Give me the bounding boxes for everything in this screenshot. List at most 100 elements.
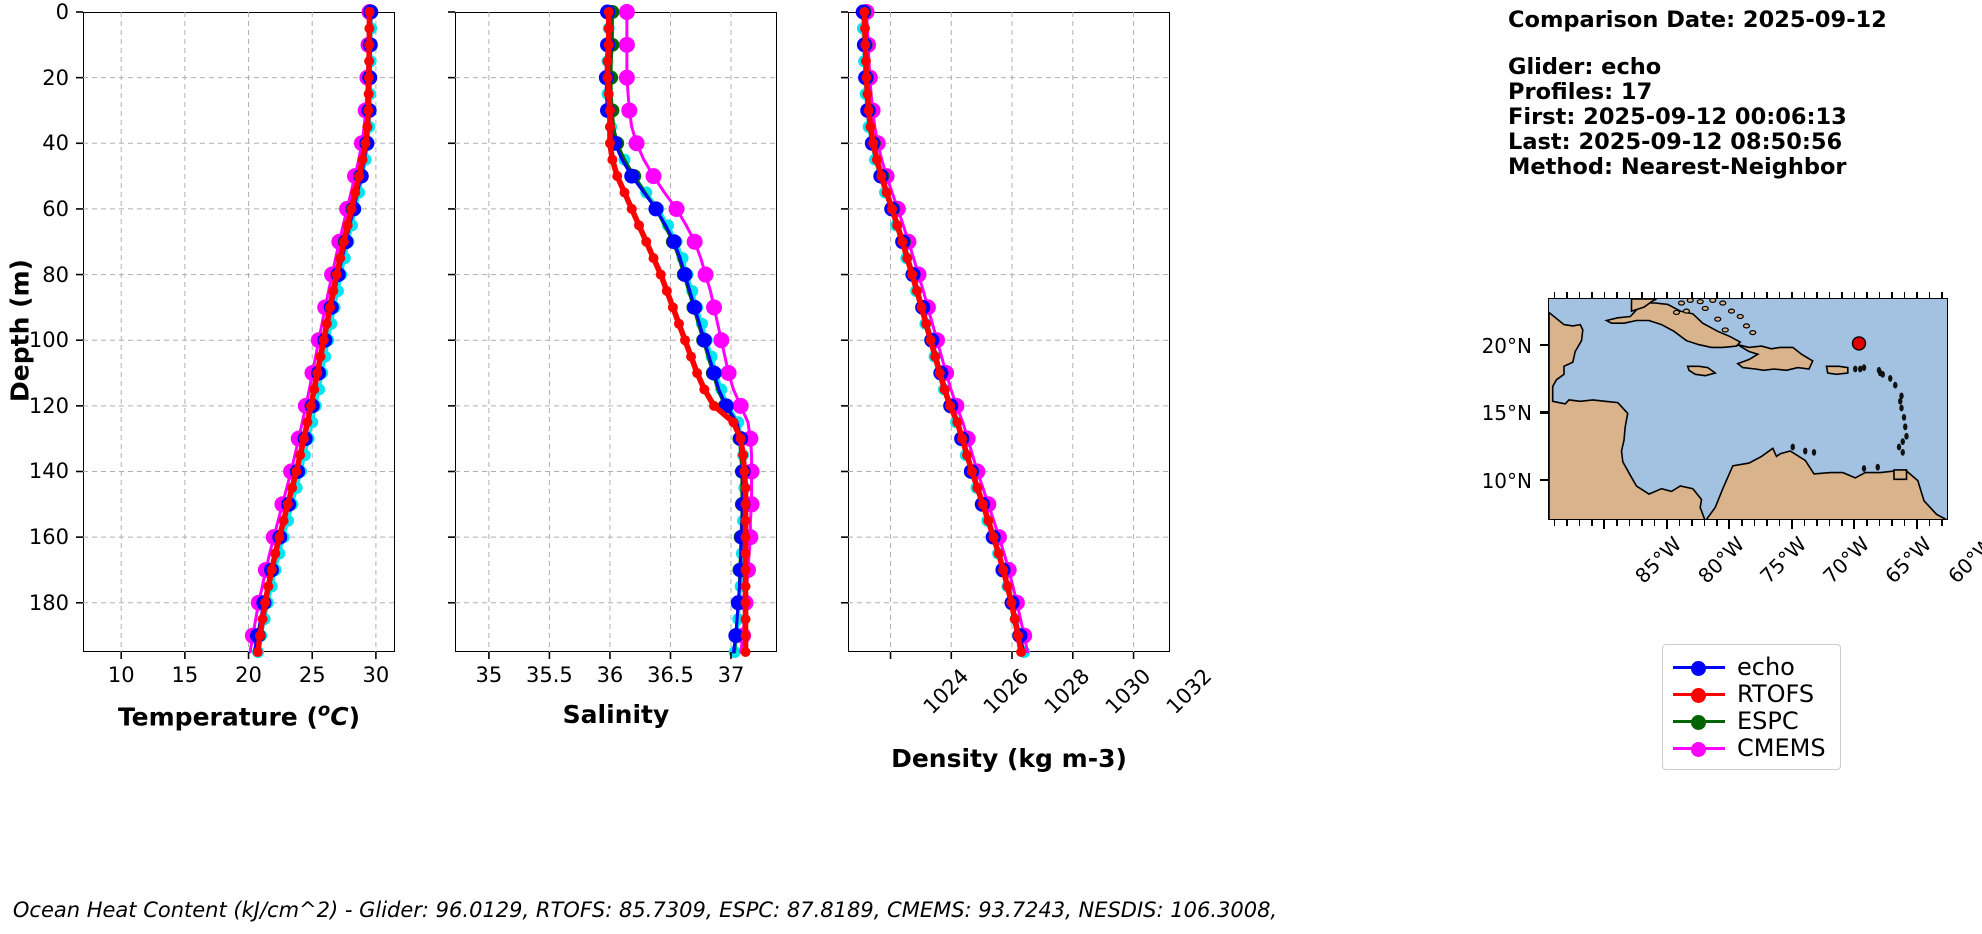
map-minor-tick bbox=[1841, 520, 1843, 526]
map-island bbox=[1900, 448, 1905, 456]
map-minor-tick bbox=[1766, 520, 1768, 526]
series-marker-cmems bbox=[645, 168, 662, 185]
depth-tick-label: 60 bbox=[42, 196, 69, 221]
map-island bbox=[1803, 447, 1808, 455]
series-marker-rtofs bbox=[604, 138, 615, 149]
legend-item-rtofs[interactable]: RTOFS bbox=[1673, 679, 1826, 708]
series-marker-echo bbox=[706, 365, 722, 381]
salinity-tick-label: 35 bbox=[475, 663, 503, 687]
legend-swatch-echo bbox=[1673, 659, 1725, 676]
salinity-tick-label: 35.5 bbox=[526, 663, 573, 687]
series-marker-rtofs bbox=[988, 532, 999, 543]
series-marker-rtofs bbox=[692, 368, 703, 379]
series-marker-rtofs bbox=[282, 499, 293, 510]
series-marker-rtofs bbox=[952, 417, 963, 428]
series-marker-rtofs bbox=[634, 220, 644, 231]
map-minor-tick bbox=[1878, 520, 1881, 526]
series-marker-rtofs bbox=[357, 154, 368, 165]
series-marker-rtofs bbox=[364, 23, 375, 34]
map-island bbox=[1904, 432, 1909, 440]
series-marker-rtofs bbox=[602, 72, 613, 83]
map-minor-tick bbox=[1603, 292, 1606, 298]
series-marker-rtofs bbox=[287, 482, 298, 493]
series-marker-rtofs bbox=[962, 450, 973, 461]
map-minor-tick bbox=[1691, 292, 1693, 298]
series-marker-rtofs bbox=[346, 203, 357, 214]
map-minor-tick bbox=[1903, 520, 1906, 526]
temperature-panel: 0 20 40 60 80 100 120 140 160 180 10 15 20 25 30 Temper… bbox=[29, 2, 395, 731]
series-marker-rtofs bbox=[680, 335, 690, 346]
map-landmass bbox=[1549, 311, 1706, 519]
legend-swatch-cmems bbox=[1673, 740, 1725, 757]
map-minor-tick bbox=[1616, 292, 1618, 298]
map-lat-tick bbox=[1540, 478, 1548, 481]
series-marker-rtofs bbox=[360, 138, 371, 149]
map-minor-tick bbox=[1728, 292, 1731, 298]
series-marker-rtofs bbox=[342, 220, 353, 231]
temperature-profile-lines bbox=[76, 4, 395, 659]
series-marker-rtofs bbox=[278, 515, 289, 526]
series-marker-rtofs bbox=[865, 121, 876, 132]
series-marker-rtofs bbox=[863, 105, 874, 116]
temperature-axis-title: Temperature (oC) bbox=[117, 700, 361, 732]
series-marker-rtofs bbox=[270, 548, 281, 559]
legend-item-cmems[interactable]: CMEMS bbox=[1673, 734, 1826, 762]
series-marker-rtofs bbox=[603, 39, 614, 50]
series-marker-rtofs bbox=[667, 302, 678, 313]
map-minor-tick bbox=[1753, 292, 1756, 298]
series-marker-rtofs bbox=[255, 630, 266, 641]
map-minor-tick bbox=[1816, 520, 1818, 526]
series-marker-rtofs bbox=[1009, 614, 1020, 625]
series-marker-rtofs bbox=[966, 466, 977, 477]
map-island bbox=[1686, 299, 1694, 303]
map-minor-tick bbox=[1916, 292, 1918, 298]
series-marker-rtofs bbox=[364, 56, 375, 67]
density-tick-label: 1030 bbox=[1100, 664, 1156, 719]
series-marker-cmems bbox=[732, 397, 749, 414]
series-marker-rtofs bbox=[977, 499, 988, 510]
map-minor-tick bbox=[1941, 292, 1943, 298]
series-marker-cmems bbox=[618, 69, 635, 86]
depth-tick-label: 180 bbox=[28, 590, 69, 615]
temperature-tick-label: 30 bbox=[362, 663, 390, 687]
glider-line: Glider: echo bbox=[1508, 54, 1662, 80]
temperature-tick-label: 25 bbox=[298, 663, 326, 687]
salinity-tick-label: 36 bbox=[596, 663, 624, 687]
series-line-cmems bbox=[248, 10, 372, 654]
series-marker-rtofs bbox=[862, 89, 873, 100]
map-island bbox=[1901, 414, 1907, 421]
legend-item-echo[interactable]: echo bbox=[1673, 653, 1826, 681]
map-lon-label: 75°W bbox=[1755, 532, 1812, 589]
series-marker-rtofs bbox=[295, 450, 306, 461]
series-marker-rtofs bbox=[603, 89, 614, 100]
profiles-line: Profiles: 17 bbox=[1508, 79, 1653, 105]
series-marker-rtofs bbox=[911, 285, 922, 296]
series-line-rtofs bbox=[254, 9, 373, 655]
series-marker-rtofs bbox=[263, 581, 274, 592]
depth-tick-label: 80 bbox=[42, 262, 69, 287]
legend-item-espc[interactable]: ESPC bbox=[1673, 707, 1826, 735]
legend-label: RTOFS bbox=[1737, 679, 1815, 708]
map-lon-label: 70°W bbox=[1817, 532, 1874, 589]
series-marker-rtofs bbox=[860, 56, 871, 67]
map-minor-tick bbox=[1728, 520, 1731, 526]
series-marker-rtofs bbox=[881, 187, 892, 198]
map-island bbox=[1682, 308, 1691, 314]
map-minor-tick bbox=[1853, 520, 1856, 526]
series-marker-rtofs bbox=[321, 318, 332, 329]
salinity-profile-lines bbox=[448, 4, 777, 659]
map-island bbox=[1853, 365, 1858, 373]
map-minor-tick bbox=[1841, 292, 1843, 298]
map-minor-tick bbox=[1716, 292, 1718, 298]
map-lon-label: 85°W bbox=[1630, 532, 1687, 589]
series-marker-rtofs bbox=[740, 515, 751, 526]
map-island bbox=[1742, 323, 1751, 329]
map-island bbox=[1858, 365, 1863, 373]
comparison-info-block: Comparison Date: 2025-09-12 Glider: echo… bbox=[1508, 8, 1948, 180]
series-marker-rtofs bbox=[298, 433, 309, 444]
map-minor-tick bbox=[1553, 520, 1556, 526]
series-marker-rtofs bbox=[602, 56, 613, 67]
series-marker-rtofs bbox=[1013, 630, 1024, 641]
glider-location-marker[interactable] bbox=[1851, 336, 1867, 351]
series-marker-rtofs bbox=[897, 236, 908, 247]
